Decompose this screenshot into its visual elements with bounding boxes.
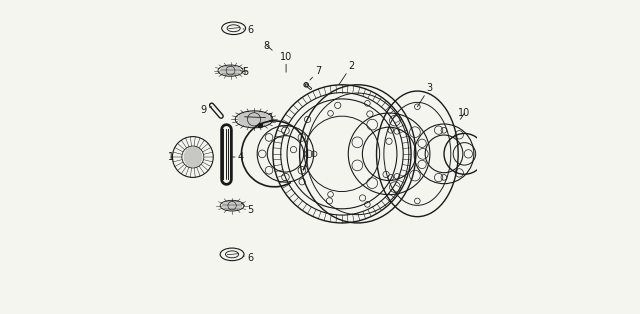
- Text: 1: 1: [168, 152, 174, 162]
- Text: 2: 2: [339, 61, 355, 85]
- Text: 10: 10: [458, 108, 470, 119]
- Text: 10: 10: [280, 51, 292, 72]
- Text: 1: 1: [244, 113, 275, 123]
- Text: 7: 7: [310, 66, 321, 80]
- Text: 5: 5: [241, 203, 253, 215]
- Text: 6: 6: [243, 253, 253, 263]
- Text: 4: 4: [230, 152, 244, 162]
- Text: 9: 9: [201, 105, 212, 115]
- Text: 3: 3: [417, 83, 433, 107]
- Text: 5: 5: [241, 67, 249, 77]
- Text: 6: 6: [243, 25, 253, 35]
- Text: 8: 8: [264, 41, 272, 51]
